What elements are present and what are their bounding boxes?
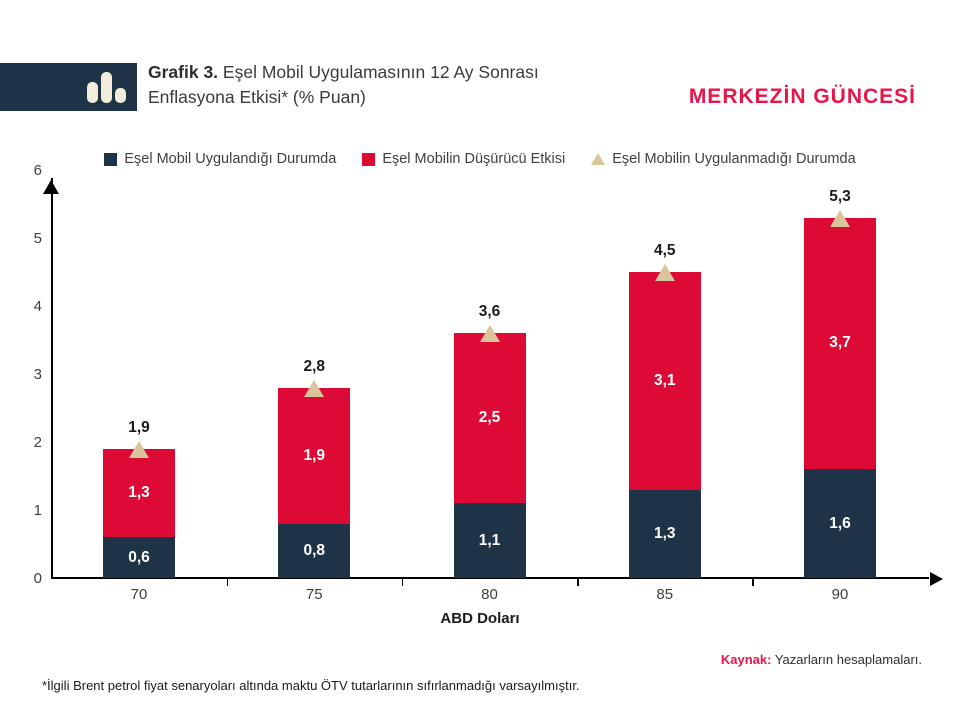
- y-tick-label: 2: [33, 434, 42, 451]
- bar-value-reduction: 3,1: [653, 371, 676, 389]
- legend-square-navy-icon: [104, 152, 118, 166]
- y-tick-label: 0: [33, 570, 42, 587]
- chart-title: Grafik 3. Eşel Mobil Uygulamasının 12 Ay…: [148, 60, 539, 110]
- brand-wordmark: MERKEZİN GÜNCESİ: [688, 85, 916, 108]
- bar-total-label: 1,9: [128, 418, 150, 436]
- bar-value-applied: 0,8: [303, 541, 326, 559]
- total-triangle-marker-icon: [654, 264, 675, 281]
- bar-total-label: 3,6: [478, 303, 501, 321]
- footnote: *İlgili Brent petrol fiyat senaryoları a…: [42, 678, 580, 693]
- y-tick-label: 6: [33, 162, 42, 179]
- bar-segment-reduction: 1,9: [278, 387, 351, 524]
- source-text: Yazarların hesaplamaları.: [771, 652, 922, 667]
- y-tick-label: 3: [33, 366, 42, 383]
- bar-value-reduction: 2,5: [478, 409, 501, 427]
- x-category-label: 80: [481, 586, 498, 603]
- bar-value-applied: 0,6: [128, 548, 150, 566]
- x-category-label: 85: [656, 586, 674, 603]
- x-axis-tick: [752, 578, 754, 586]
- chart-legend: Eşel Mobil Uygulandığı Durumda Eşel Mobi…: [0, 151, 960, 167]
- x-category-label: 70: [130, 586, 148, 603]
- bar-total-label: 5,3: [829, 187, 851, 205]
- legend-label: Eşel Mobilin Düşürücü Etkisi: [382, 151, 566, 167]
- legend-label: Eşel Mobilin Uygulanmadığı Durumda: [612, 151, 856, 167]
- blog-logo: [0, 63, 137, 111]
- y-axis-arrow-icon: [43, 180, 59, 194]
- bar-total-label: 2,8: [303, 357, 326, 375]
- total-triangle-marker-icon: [830, 209, 850, 227]
- x-axis-line: [51, 572, 943, 586]
- bar-value-reduction: 3,7: [829, 334, 851, 352]
- bar-segment-reduction: 3,7: [804, 217, 876, 470]
- bar-value-reduction: 1,9: [303, 446, 326, 464]
- bar-value-applied: 1,6: [829, 514, 851, 532]
- bar-value-applied: 1,1: [478, 531, 501, 549]
- bar-segment-applied: 1,6: [804, 469, 876, 578]
- bar-segment-applied: 0,8: [278, 523, 351, 578]
- total-triangle-marker-icon: [129, 440, 149, 458]
- bar-total-label: 4,5: [653, 242, 676, 259]
- total-triangle-marker-icon: [304, 379, 325, 397]
- legend-triangle-icon: [591, 153, 606, 165]
- bar-segment-applied: 1,3: [628, 489, 701, 578]
- bar-segment-applied: 1,1: [453, 503, 526, 578]
- y-axis-line: [43, 178, 59, 578]
- bar-chart-icon: [87, 72, 126, 103]
- y-tick-label: 5: [33, 230, 42, 247]
- x-axis-title: ABD Doları: [440, 610, 520, 627]
- bar-segment-reduction: 3,1: [628, 272, 701, 490]
- bar-value-reduction: 1,3: [128, 484, 150, 501]
- plot-area: 0 1 2 3 4 5 6 0,6 1,3 1,9 70 0,8 1,9 2,8 75 1,1 2,5 3,6 80…: [34, 162, 943, 603]
- bar-value-applied: 1,3: [653, 524, 676, 542]
- total-triangle-marker-icon: [479, 325, 500, 343]
- x-category-label: 90: [831, 586, 849, 603]
- bar-segment-applied: 0,6: [103, 537, 175, 578]
- y-tick-label: 4: [33, 298, 42, 315]
- x-axis-arrow-icon: [930, 572, 943, 586]
- bar-segment-reduction: 2,5: [453, 333, 526, 504]
- chart-title-number: Grafik 3.: [148, 62, 219, 82]
- source-note: Kaynak: Yazarların hesaplamaları.: [721, 652, 922, 667]
- legend-item-not-applied: Eşel Mobilin Uygulanmadığı Durumda: [591, 151, 856, 167]
- source-label: Kaynak:: [720, 652, 772, 667]
- chart-title-line1: Eşel Mobil Uygulamasının 12 Ay Sonrası: [218, 62, 539, 82]
- legend-label: Eşel Mobil Uygulandığı Durumda: [124, 151, 337, 167]
- x-axis-tick: [226, 578, 229, 586]
- x-category-label: 75: [305, 586, 323, 603]
- legend-item-reduction: Eşel Mobilin Düşürücü Etkisi: [362, 151, 565, 167]
- chart-title-line2: Enflasyona Etkisi* (% Puan): [148, 87, 366, 107]
- y-tick-label: 1: [33, 502, 42, 519]
- x-axis-tick: [577, 578, 579, 586]
- legend-item-applied: Eşel Mobil Uygulandığı Durumda: [104, 151, 336, 167]
- x-axis-tick: [401, 578, 404, 586]
- bar-segment-reduction: 1,3: [103, 448, 175, 538]
- legend-square-red-icon: [362, 152, 376, 166]
